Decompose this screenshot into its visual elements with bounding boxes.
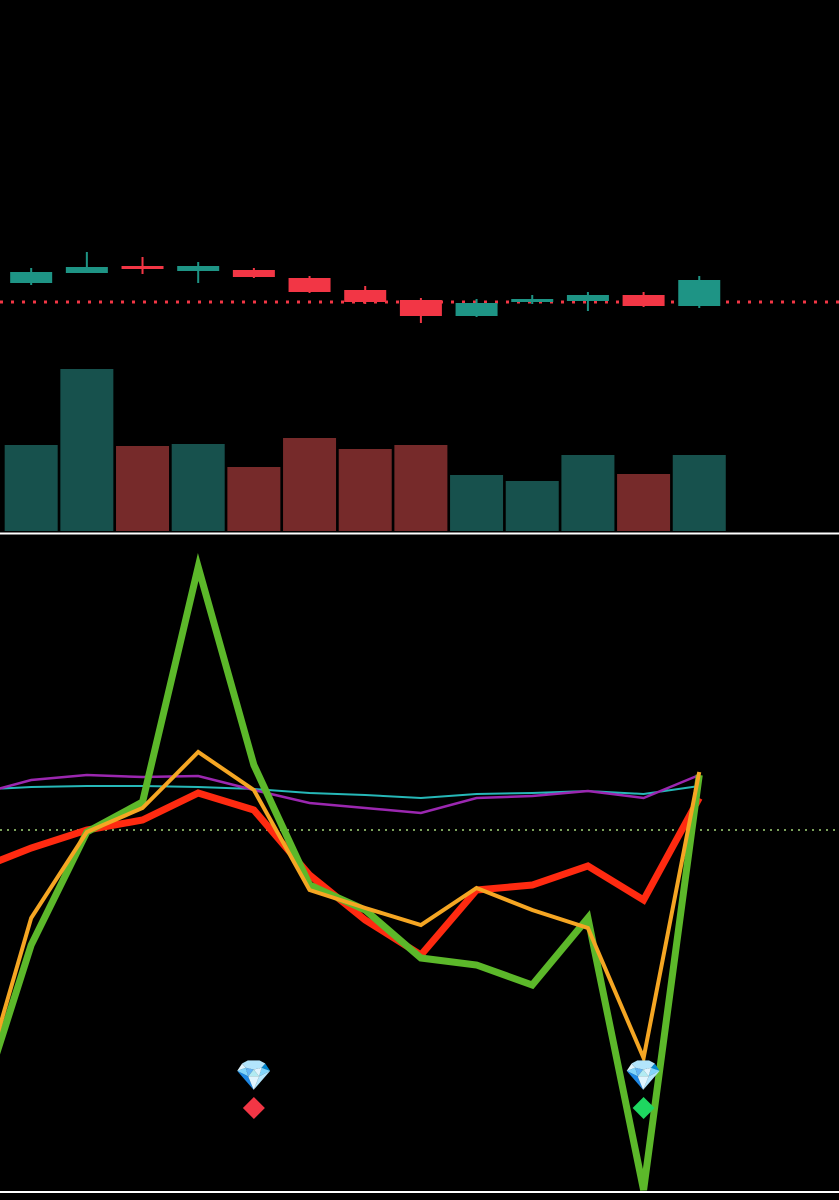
- candle-body: [121, 266, 164, 269]
- price-panel: [0, 252, 839, 531]
- candle-body: [288, 278, 331, 292]
- candle-body: [399, 300, 442, 316]
- candle-body: [566, 295, 609, 301]
- candle-body: [344, 290, 387, 302]
- volume-bar: [4, 445, 58, 531]
- candle-body: [232, 270, 275, 277]
- signal-marker: [242, 1097, 265, 1119]
- signal-icon: 💎: [235, 1059, 272, 1094]
- volume-bar: [171, 444, 225, 531]
- indicator-panel: 💎 💎: [0, 553, 839, 1191]
- candle-body: [511, 299, 554, 302]
- volume-bar: [505, 481, 559, 531]
- candle-body: [65, 267, 108, 273]
- indicator-line: [0, 749, 702, 1065]
- volume-bar: [227, 467, 281, 531]
- volume-bar: [617, 474, 671, 531]
- signal-icon: 💎: [625, 1059, 662, 1094]
- signal-marker: [632, 1097, 655, 1119]
- volume-bar: [116, 446, 170, 531]
- candle-body: [10, 272, 53, 283]
- volume-bar: [60, 369, 114, 531]
- volume-bar: [283, 438, 337, 531]
- volume-bar: [450, 475, 504, 531]
- candle-body: [622, 295, 665, 306]
- volume-bar: [394, 445, 448, 531]
- volume-bar: [672, 455, 726, 531]
- indicator-line: [0, 773, 700, 815]
- volume-bar: [561, 455, 615, 531]
- candle-body: [177, 266, 220, 271]
- candle-body: [455, 303, 498, 316]
- volume-bar: [338, 449, 392, 531]
- candle-body: [678, 280, 721, 306]
